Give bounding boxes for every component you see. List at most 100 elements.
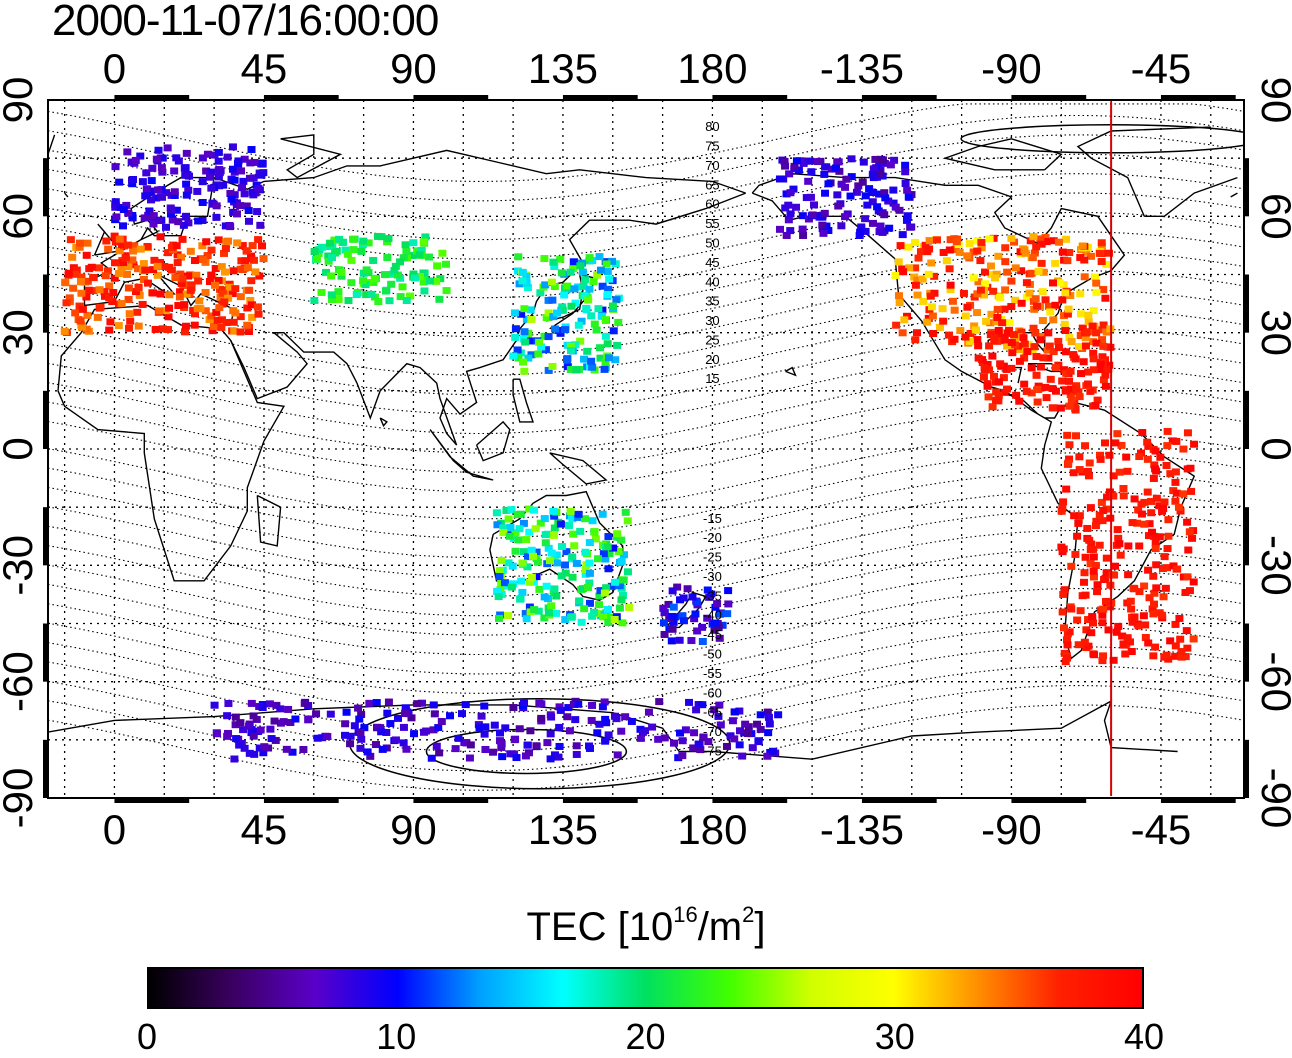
tec-data-point (723, 742, 732, 750)
tec-data-point (247, 277, 256, 285)
tec-data-point (590, 528, 599, 536)
tec-data-point (207, 184, 216, 192)
tec-data-point (111, 203, 120, 211)
tec-data-point (493, 521, 502, 529)
tec-data-point (580, 515, 589, 523)
tec-data-point (356, 729, 365, 737)
tec-data-point (143, 242, 152, 250)
tec-data-point (901, 161, 910, 169)
tec-data-point (861, 192, 870, 200)
magnetic-latitude-line (48, 114, 1244, 202)
tec-data-point (178, 235, 187, 243)
tec-data-point (346, 732, 355, 740)
frame-tick-bar (43, 390, 48, 449)
tec-data-point (1101, 294, 1110, 302)
tec-data-point (615, 604, 624, 612)
tec-data-point (738, 752, 747, 760)
tec-data-point (541, 539, 550, 547)
frame-tick-bar (263, 95, 339, 100)
tec-data-point (619, 551, 628, 559)
tec-data-point (1134, 622, 1143, 630)
tec-data-point (956, 327, 965, 335)
tec-data-point (1086, 387, 1095, 395)
tec-data-point (1104, 365, 1113, 373)
tec-data-point (945, 265, 954, 273)
tec-data-point (124, 324, 133, 332)
tec-data-point (149, 266, 158, 274)
tec-data-point (1069, 469, 1078, 477)
tec-data-point (555, 703, 564, 711)
bottom-longitude-label: 135 (528, 806, 598, 853)
magnetic-latitude-label: 75 (705, 139, 719, 154)
tec-data-point (792, 157, 801, 165)
tec-data-point (1181, 653, 1190, 661)
tec-data-point (532, 573, 541, 581)
tec-data-point (1067, 385, 1076, 393)
tec-data-point (112, 213, 121, 221)
magnetic-latitude-label: -65 (703, 705, 722, 720)
tec-data-point (436, 275, 445, 283)
tec-data-point (1105, 488, 1114, 496)
tec-data-point (117, 300, 126, 308)
tec-data-point (224, 700, 233, 708)
frame-tick-bar (114, 95, 190, 100)
tec-data-point (176, 288, 185, 296)
tec-data-point (532, 742, 541, 750)
tec-data-point (911, 264, 920, 272)
tec-data-point (580, 276, 589, 284)
tec-data-point (959, 289, 968, 297)
coastline (549, 452, 608, 485)
tec-data-point (1003, 329, 1012, 337)
magnetic-latitude-label: 15 (705, 371, 719, 386)
tec-data-point (496, 729, 505, 737)
tec-data-point (129, 175, 138, 183)
tec-data-point (246, 296, 255, 304)
tec-data-point (243, 321, 252, 329)
tec-data-point (714, 624, 723, 632)
tec-data-point (126, 317, 135, 325)
tec-data-point (1076, 310, 1085, 318)
tec-data-point (603, 543, 612, 551)
tec-data-point (605, 550, 614, 558)
tec-data-point (545, 557, 554, 565)
tec-data-point (377, 728, 386, 736)
tec-data-point (886, 161, 895, 169)
tec-data-point (710, 626, 719, 634)
tec-data-point (977, 238, 986, 246)
tec-data-point (819, 229, 828, 237)
tec-data-point (1028, 346, 1037, 354)
tec-data-point (577, 618, 586, 626)
tec-data-point (855, 231, 864, 239)
tec-data-point (1152, 467, 1161, 475)
tec-data-point (421, 233, 430, 241)
tec-data-point (638, 728, 647, 736)
tec-data-point (673, 583, 682, 591)
tec-data-point (402, 247, 411, 255)
tec-data-point (1166, 470, 1175, 478)
magnetic-latitude-label: -30 (703, 569, 722, 584)
tec-data-point (1031, 295, 1040, 303)
tec-data-point (563, 713, 572, 721)
tec-data-point (230, 191, 239, 199)
tec-data-point (1122, 453, 1131, 461)
tec-data-point (831, 164, 840, 172)
coastline (752, 192, 1196, 660)
tec-data-point (927, 259, 936, 267)
tec-data-point (458, 710, 467, 718)
tec-data-point (517, 577, 526, 585)
tec-data-point (148, 289, 157, 297)
tec-data-point (1046, 375, 1055, 383)
tec-data-point (1074, 519, 1083, 527)
tec-data-point (654, 735, 663, 743)
tec-data-point (1029, 324, 1038, 332)
tec-data-point (61, 279, 70, 287)
tec-data-point (536, 289, 545, 297)
tec-data-point (621, 713, 630, 721)
tec-data-point (104, 245, 113, 253)
tec-data-point (152, 155, 161, 163)
tec-data-point (1051, 387, 1060, 395)
tec-data-point (991, 274, 1000, 282)
tec-data-point (578, 268, 587, 276)
tec-data-point (557, 269, 566, 277)
tec-data-point (541, 531, 550, 539)
